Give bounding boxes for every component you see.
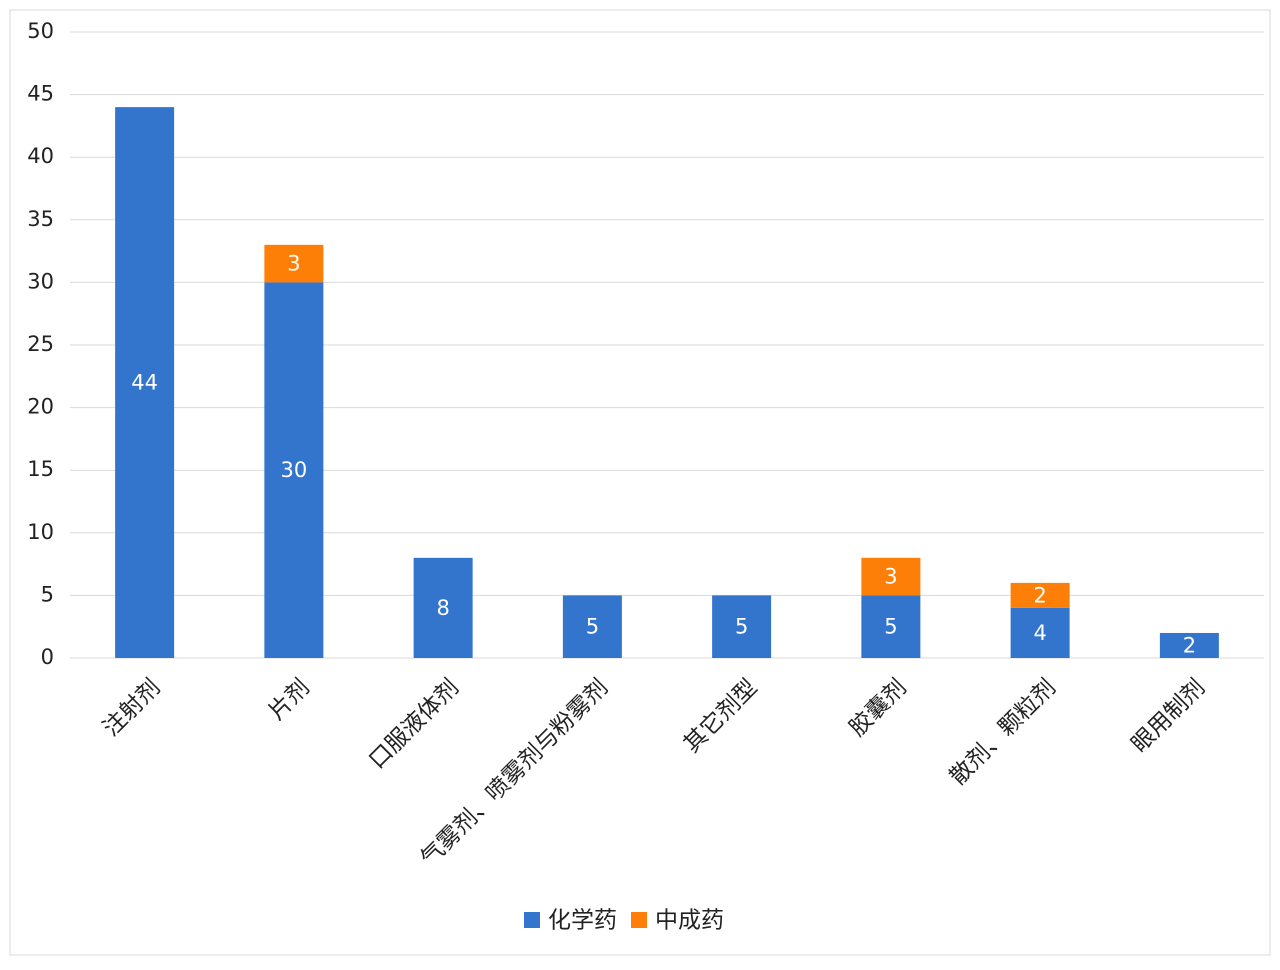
- data-label: 5: [884, 615, 897, 639]
- bar-segment: [413, 557, 473, 658]
- bar-segment: [861, 557, 921, 596]
- bar-segment: [861, 595, 921, 658]
- data-label: 5: [735, 615, 748, 639]
- legend-label: 中成药: [655, 908, 724, 934]
- legend-swatch: [524, 912, 540, 928]
- bar-segment: [1010, 582, 1070, 608]
- data-label: 4: [1033, 621, 1046, 645]
- data-label: 3: [287, 252, 300, 276]
- bar-segment: [264, 282, 324, 658]
- y-tick-label: 50: [27, 19, 54, 43]
- y-tick-label: 45: [27, 82, 54, 106]
- y-tick-label: 30: [27, 269, 54, 293]
- y-tick-label: 40: [27, 144, 54, 168]
- data-label: 44: [131, 371, 158, 395]
- y-tick-label: 15: [27, 457, 54, 481]
- y-tick-label: 35: [27, 207, 54, 231]
- bar-segment: [115, 107, 175, 659]
- data-label: 2: [1033, 583, 1046, 607]
- data-label: 5: [586, 615, 599, 639]
- bar-segment: [1159, 632, 1219, 658]
- y-tick-label: 25: [27, 332, 54, 356]
- legend-label: 化学药: [548, 908, 617, 934]
- y-tick-label: 0: [41, 645, 54, 669]
- data-label: 3: [884, 565, 897, 589]
- data-label: 30: [281, 458, 308, 482]
- y-tick-label: 5: [41, 582, 54, 606]
- chart-frame: [9, 9, 1271, 956]
- data-label: 2: [1183, 633, 1196, 657]
- data-label: 8: [436, 596, 449, 620]
- y-tick-label: 10: [27, 520, 54, 544]
- legend-swatch: [631, 912, 647, 928]
- bar-segment: [1010, 607, 1070, 658]
- bar-segment: [562, 595, 622, 658]
- y-tick-label: 20: [27, 395, 54, 419]
- bar-segment: [264, 244, 324, 283]
- bar-segment: [712, 595, 772, 658]
